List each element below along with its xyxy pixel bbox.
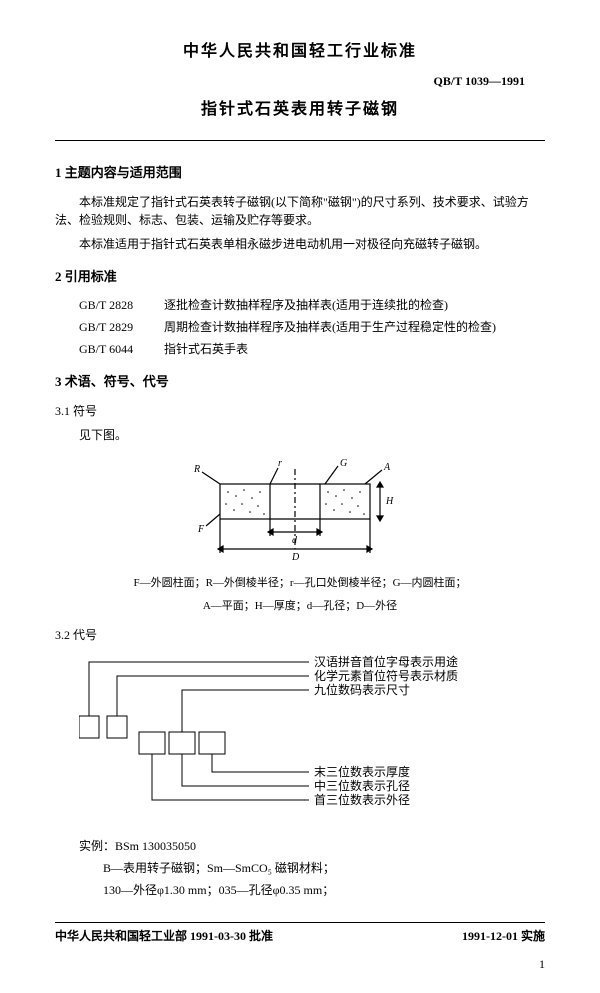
example-title: 实例：BSm 130035050 [79,837,545,855]
section-2-heading: 2 引用标准 [55,267,545,287]
label-R: R [193,464,200,475]
section-1-heading: 1 主题内容与适用范围 [55,163,545,183]
title-divider [55,140,545,141]
section-3-2-heading: 3.2 代号 [55,626,545,644]
figure-caption-1: F—外圆柱面；R—外倒棱半径；r—孔口处倒棱半径；G—内圆柱面； [55,575,545,593]
section-3-1-p: 见下图。 [55,426,545,444]
code-label: 中三位数表示孔径 [314,778,410,793]
code-label: 首三位数表示外径 [314,792,410,807]
ref-desc: 指针式石英手表 [164,340,248,358]
org-title: 中华人民共和国轻工行业标准 [55,40,545,64]
code-label: 汉语拼音首位字母表示用途 [314,654,458,669]
ref-code: GB/T 2828 [79,296,164,314]
example-line-1: B—表用转子磁钢；Sm—SmCO₅ 磁钢材料； [103,859,545,877]
label-A: A [383,462,391,473]
page-number: 1 [55,955,545,973]
label-F: F [197,524,205,535]
ref-code: GB/T 6044 [79,340,164,358]
example-line-2: 130—外径φ1.30 mm；035—孔径φ0.35 mm； [103,881,545,899]
label-D: D [291,552,300,563]
code-label: 化学元素首位符号表示材质 [314,668,458,683]
section-3-heading: 3 术语、符号、代号 [55,372,545,392]
section-1-p1: 本标准规定了指针式石英表转子磁钢(以下简称"磁钢")的尺寸系列、技术要求、试验方… [55,193,545,229]
label-d: d [292,535,298,546]
doc-title: 指针式石英表用转子磁钢 [55,98,545,122]
ref-desc: 周期检查计数抽样程序及抽样表(适用于生产过程稳定性的检查) [164,318,496,336]
section-1-p2: 本标准适用于指针式石英表单相永磁步进电动机用一对极径向充磁转子磁钢。 [55,235,545,253]
footer-approval: 中华人民共和国轻工业部 1991-03-30 批准 [55,927,273,945]
ref-row: GB/T 6044 指针式石英手表 [79,340,545,358]
ref-code: GB/T 2829 [79,318,164,336]
code-label: 末三位数表示厚度 [314,764,410,779]
page-footer: 中华人民共和国轻工业部 1991-03-30 批准 1991-12-01 实施 … [55,922,545,973]
ref-desc: 逐批检查计数抽样程序及抽样表(适用于连续批的检查) [164,296,448,314]
code-label: 九位数码表示尺寸 [314,682,410,697]
figure-caption-2: A—平面；H—厚度；d—孔径；D—外径 [55,598,545,616]
label-H: H [385,496,394,507]
ref-row: GB/T 2829 周期检查计数抽样程序及抽样表(适用于生产过程稳定性的检查) [79,318,545,336]
footer-effective: 1991-12-01 实施 [462,927,545,945]
section-3-1-heading: 3.1 符号 [55,402,545,420]
label-r: r [278,458,282,469]
doc-code: QB/T 1039—1991 [55,72,525,90]
cross-section-diagram: R r G A F H d D [55,454,545,569]
ref-row: GB/T 2828 逐批检查计数抽样程序及抽样表(适用于连续批的检查) [79,296,545,314]
label-G: G [340,458,347,469]
code-structure-diagram: 汉语拼音首位字母表示用途 化学元素首位符号表示材质 九位数码表示尺寸 末三位数表… [55,654,545,829]
